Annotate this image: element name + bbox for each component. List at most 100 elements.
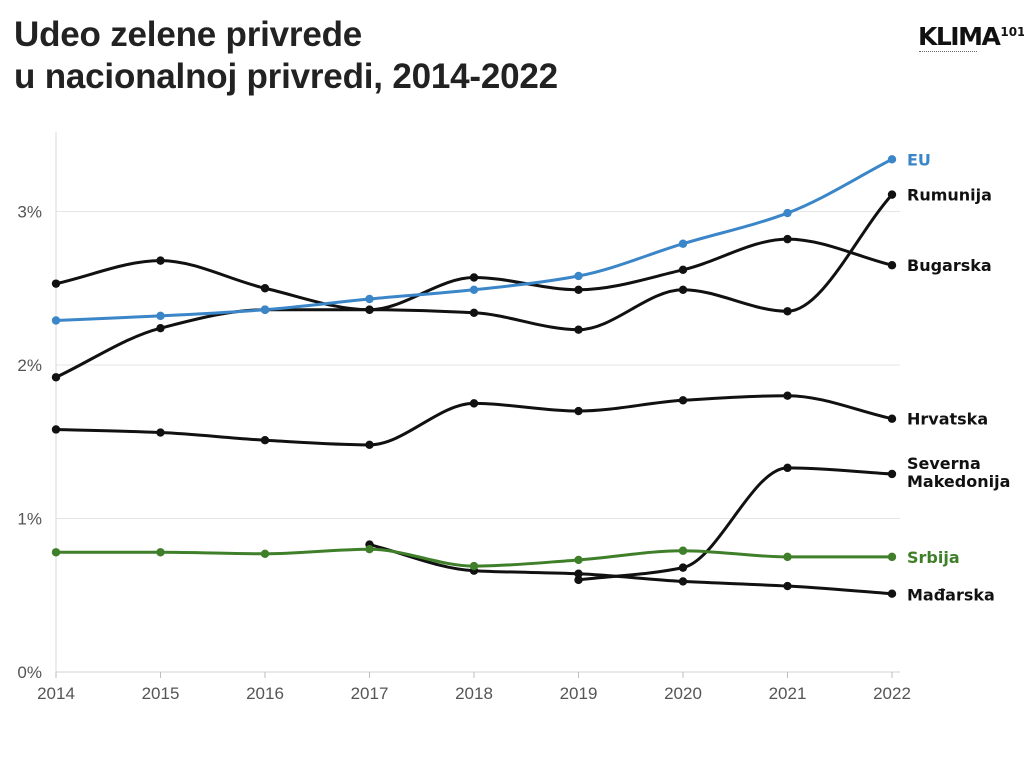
data-point-srbija <box>365 545 374 554</box>
y-tick-label: 2% <box>17 356 42 375</box>
data-point-hrvatska <box>51 425 61 434</box>
data-point-severna-makedonija <box>678 563 688 572</box>
y-tick-label: 0% <box>17 663 42 682</box>
data-point-hrvatska <box>574 406 583 416</box>
series-label-line: Mađarska <box>907 586 995 605</box>
data-point-hrvatska <box>260 436 270 445</box>
x-tick-label: 2018 <box>455 684 493 703</box>
data-point-hrvatska <box>678 396 688 405</box>
data-point-madarska <box>574 569 583 578</box>
series-label-madarska: Mađarska <box>907 586 995 605</box>
data-point-bugarska <box>678 265 688 275</box>
data-point-rumunija <box>469 308 479 318</box>
series-severna-makedonija <box>574 463 897 585</box>
data-point-bugarska <box>365 305 374 314</box>
series-label-line: Severna <box>907 454 981 473</box>
data-point-madarska <box>783 581 792 591</box>
axes: 0% 1% 2% 3% 2014 2015 2016 2017 2018 2019 2020 2021… <box>17 132 911 703</box>
data-point-bugarska <box>783 234 792 244</box>
series-rumunija <box>51 190 897 382</box>
data-point-eu <box>887 155 897 164</box>
data-point-hrvatska <box>365 440 374 450</box>
x-tick-label: 2016 <box>246 684 284 703</box>
series-lines <box>51 155 897 598</box>
data-point-hrvatska <box>156 428 165 437</box>
data-point-eu <box>260 305 270 314</box>
x-tick-label: 2022 <box>873 684 911 703</box>
series-hrvatska <box>51 391 897 450</box>
series-line-severna-makedonija <box>577 466 894 582</box>
x-tick-label: 2014 <box>37 684 75 703</box>
series-label-line: Makedonija <box>907 472 1010 491</box>
series-label-srbija: Srbija <box>907 548 960 567</box>
data-point-eu <box>469 285 479 294</box>
x-tick-label: 2021 <box>769 684 807 703</box>
data-point-hrvatska <box>887 414 897 423</box>
data-point-madarska <box>678 577 688 586</box>
series-label-rumunija: Rumunija <box>907 186 992 205</box>
data-point-rumunija <box>783 307 792 316</box>
data-point-bugarska <box>887 261 897 270</box>
data-point-bugarska <box>260 284 270 293</box>
series-srbija <box>51 545 897 571</box>
y-tick-label: 3% <box>17 203 42 222</box>
data-point-srbija <box>574 555 583 565</box>
data-point-eu <box>156 311 165 321</box>
data-point-eu <box>365 294 374 304</box>
logo-text: KLIMA <box>918 22 1001 51</box>
series-madarska <box>365 540 897 598</box>
series-eu <box>51 155 897 325</box>
data-point-srbija <box>783 552 792 562</box>
data-point-madarska <box>887 589 897 598</box>
series-label-line: Hrvatska <box>907 410 988 429</box>
series-line-eu <box>54 157 894 322</box>
series-label-severna-makedonija: Severna Makedonija <box>907 454 1010 491</box>
x-tick-label: 2015 <box>142 684 180 703</box>
data-point-rumunija <box>156 323 165 333</box>
series-label-line: Srbija <box>907 548 960 567</box>
data-point-srbija <box>887 552 897 562</box>
series-label-hrvatska: Hrvatska <box>907 410 988 429</box>
x-tick-label: 2020 <box>664 684 702 703</box>
data-point-severna-makedonija <box>783 463 792 473</box>
data-point-eu <box>783 208 792 218</box>
series-label-eu: EU <box>907 150 931 169</box>
data-point-eu <box>574 271 583 281</box>
logo-superscript: 101 <box>1000 25 1024 39</box>
chart-title: Udeo zelene privrede u nacionalnoj privr… <box>14 14 558 98</box>
data-point-rumunija <box>574 325 583 334</box>
data-point-srbija <box>469 561 479 571</box>
data-point-hrvatska <box>783 391 792 400</box>
data-point-hrvatska <box>469 399 479 408</box>
data-point-srbija <box>156 548 165 557</box>
data-point-bugarska <box>156 256 165 265</box>
data-point-bugarska <box>574 285 583 294</box>
data-point-bugarska <box>51 279 61 288</box>
data-point-eu <box>51 316 61 325</box>
x-tick-label: 2019 <box>560 684 598 703</box>
data-point-srbija <box>678 546 688 555</box>
logo-underline <box>919 51 977 54</box>
series-label-line: Bugarska <box>907 256 992 275</box>
data-point-srbija <box>51 548 61 557</box>
data-point-severna-makedonija <box>574 575 583 585</box>
data-point-rumunija <box>887 190 897 199</box>
klima101-logo: KLIMA101 <box>918 22 1024 51</box>
data-point-eu <box>678 239 688 248</box>
x-tick-label: 2017 <box>351 684 389 703</box>
series-label-bugarska: Bugarska <box>907 256 992 275</box>
series-label-line: EU <box>907 150 931 169</box>
series-line-madarska <box>368 543 894 596</box>
data-point-bugarska <box>469 273 479 282</box>
series-label-line: Rumunija <box>907 186 992 205</box>
data-point-srbija <box>260 549 270 559</box>
data-point-rumunija <box>678 285 688 294</box>
y-tick-label: 1% <box>17 510 42 529</box>
series-bugarska <box>51 234 897 314</box>
data-point-severna-makedonija <box>887 469 897 479</box>
chart-title-line-2: u nacionalnoj privredi, 2014-2022 <box>14 57 558 96</box>
series-labels: EU Rumunija Bugarska Hrvatska Severna Makedon… <box>907 150 1010 604</box>
data-point-rumunija <box>51 373 61 382</box>
series-line-rumunija <box>54 193 894 379</box>
